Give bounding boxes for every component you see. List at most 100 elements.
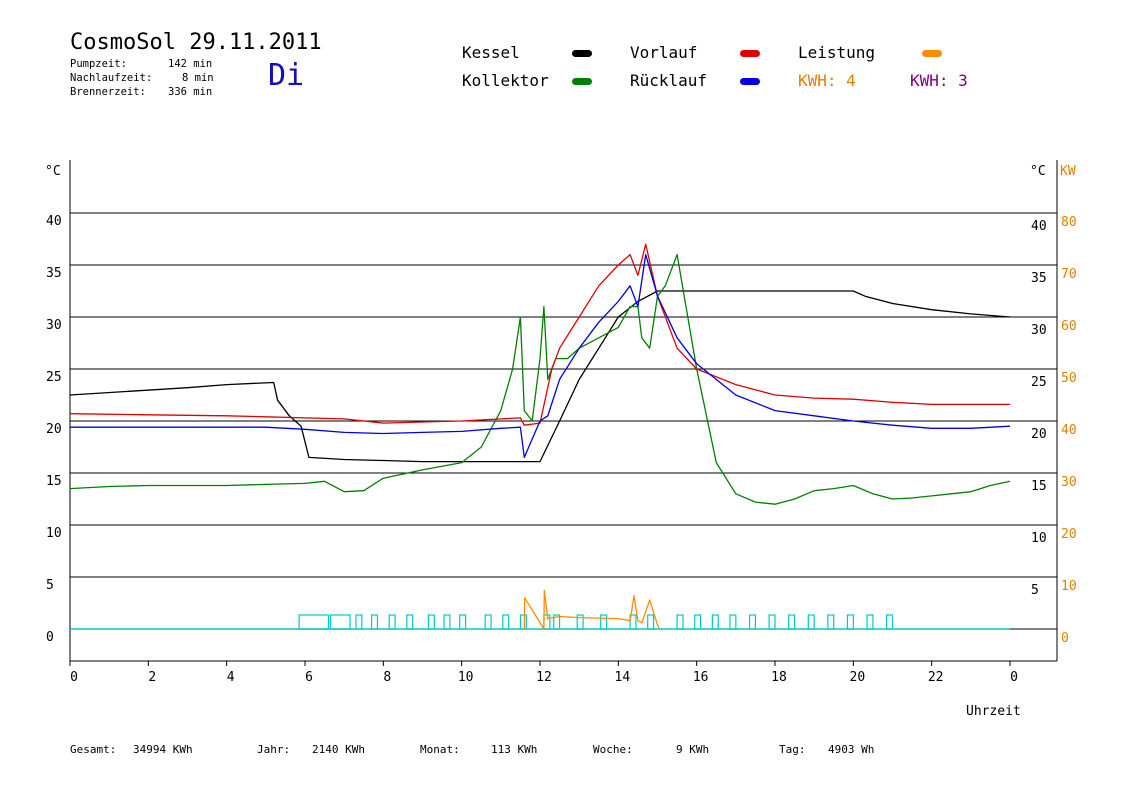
pump-box: [388, 614, 396, 630]
footer-woche-value: 9 KWh: [676, 743, 710, 756]
series-line-kessel: [69, 290, 1011, 463]
y-tick-left: 25: [46, 370, 62, 385]
y-tick-right-kw: 10: [1061, 579, 1077, 594]
x-axis-label: Uhrzeit: [966, 704, 1021, 719]
x-tick-label: 8: [383, 670, 391, 685]
x-tick-label: 0: [1010, 670, 1018, 685]
pump-box: [866, 614, 874, 630]
legend-kwh-purple: KWH: 3: [910, 71, 968, 90]
pump-box: [647, 614, 655, 630]
pump-box: [886, 614, 894, 630]
y-tick-right-kw: 50: [1061, 371, 1077, 386]
legend-leistung: Leistung: [798, 43, 876, 62]
pump-box: [543, 614, 551, 630]
pump-box: [788, 614, 796, 630]
pump-box: [443, 614, 451, 630]
x-tick-label: 6: [305, 670, 313, 685]
footer-jahr-label: Jahr:: [257, 743, 291, 756]
chart-axes: [69, 160, 1058, 666]
x-tick-label: 2: [148, 670, 156, 685]
pump-box: [676, 614, 684, 630]
pump-box: [807, 614, 815, 630]
pump-box: [711, 614, 719, 630]
footer-jahr-value: 2140 KWh: [312, 743, 365, 756]
pump-box: [484, 614, 492, 630]
pump-box: [298, 614, 330, 630]
y-tick-left: 40: [46, 214, 62, 229]
x-tick-label: 10: [458, 670, 474, 685]
footer-tag-label: Tag:: [779, 743, 806, 756]
y-tick-right: 10: [1031, 531, 1047, 546]
x-tick-label: 22: [928, 670, 944, 685]
pump-box: [370, 614, 379, 630]
pump-box: [827, 614, 835, 630]
y-tick-right-kw: 70: [1061, 267, 1077, 282]
legend-vorlauf: Vorlauf: [630, 43, 698, 62]
x-tick-label: 18: [771, 670, 787, 685]
pump-time-label: Pumpzeit:: [70, 58, 127, 70]
y-tick-right-kw: 30: [1061, 475, 1077, 490]
legend-ruecklauf: Rücklauf: [630, 71, 708, 90]
pump-box: [459, 614, 467, 630]
legend-ruecklauf-swatch: [740, 78, 760, 85]
y-tick-right-kw: 60: [1061, 319, 1077, 334]
pump-box: [846, 614, 854, 630]
legend-kollektor-swatch: [572, 78, 592, 85]
legend-kollektor: Kollektor: [462, 71, 549, 90]
weekday-label: Di: [268, 58, 305, 93]
pump-box: [502, 614, 510, 630]
pump-box: [519, 614, 527, 630]
pump-box: [694, 614, 702, 630]
y-tick-right-kw: 0: [1061, 631, 1069, 646]
pump-box: [355, 614, 363, 630]
page-title: CosmoSol 29.11.2011: [70, 30, 322, 55]
nachlauf-time-value: 8 min: [182, 72, 214, 84]
series-line-ruecklauf: [70, 253, 1011, 459]
x-tick-label: 12: [536, 670, 552, 685]
y-tick-left: 15: [46, 474, 62, 489]
footer-monat-label: Monat:: [420, 743, 460, 756]
footer-tag-value: 4903 Wh: [828, 743, 875, 756]
pump-time-value: 142 min: [168, 58, 213, 70]
y-tick-right: 25: [1031, 375, 1047, 390]
footer-woche-label: Woche:: [593, 743, 633, 756]
y-axis-unit-left: °C: [45, 164, 61, 179]
y-tick-right: 5: [1031, 583, 1039, 598]
series-line-vorlauf: [69, 243, 1010, 426]
y-tick-right: 15: [1031, 479, 1047, 494]
x-tick-label: 16: [693, 670, 709, 685]
x-tick-label: 0: [70, 670, 78, 685]
legend-kessel: Kessel: [462, 43, 520, 62]
y-tick-right: 20: [1031, 427, 1047, 442]
chart-series: [69, 243, 1011, 630]
chart-grid: [70, 212, 1057, 578]
y-tick-right-kw: 20: [1061, 527, 1077, 542]
y-tick-right-kw: 40: [1061, 423, 1077, 438]
legend-leistung-swatch: [922, 50, 942, 57]
chart-tick-labels: 0510152025303540510152025303540010203040…: [45, 164, 1077, 719]
footer-monat-value: 113 KWh: [491, 743, 538, 756]
pump-box: [629, 614, 637, 630]
nachlauf-time-label: Nachlaufzeit:: [70, 72, 153, 84]
footer-gesamt-value: 34994 KWh: [133, 743, 193, 756]
y-tick-right-kw: 80: [1061, 215, 1077, 230]
brenner-time-label: Brennerzeit:: [70, 86, 146, 98]
series-line-leistung: [523, 589, 661, 630]
y-tick-left: 30: [46, 318, 62, 333]
y-axis-unit-right: °C: [1030, 164, 1046, 179]
y-axis-unit-kw: KW: [1060, 164, 1076, 179]
y-tick-left: 35: [46, 266, 62, 281]
pump-box: [729, 614, 737, 630]
y-tick-right: 40: [1031, 219, 1047, 234]
y-tick-left: 20: [46, 422, 62, 437]
pump-box: [427, 614, 435, 630]
legend-kwh-orange: KWH: 4: [798, 71, 856, 90]
pump-box: [576, 614, 584, 630]
y-tick-left: 10: [46, 526, 62, 541]
y-tick-left: 0: [46, 630, 54, 645]
x-tick-label: 14: [615, 670, 631, 685]
y-tick-right: 30: [1031, 323, 1047, 338]
legend-vorlauf-swatch: [740, 50, 760, 57]
pump-box: [553, 614, 561, 630]
